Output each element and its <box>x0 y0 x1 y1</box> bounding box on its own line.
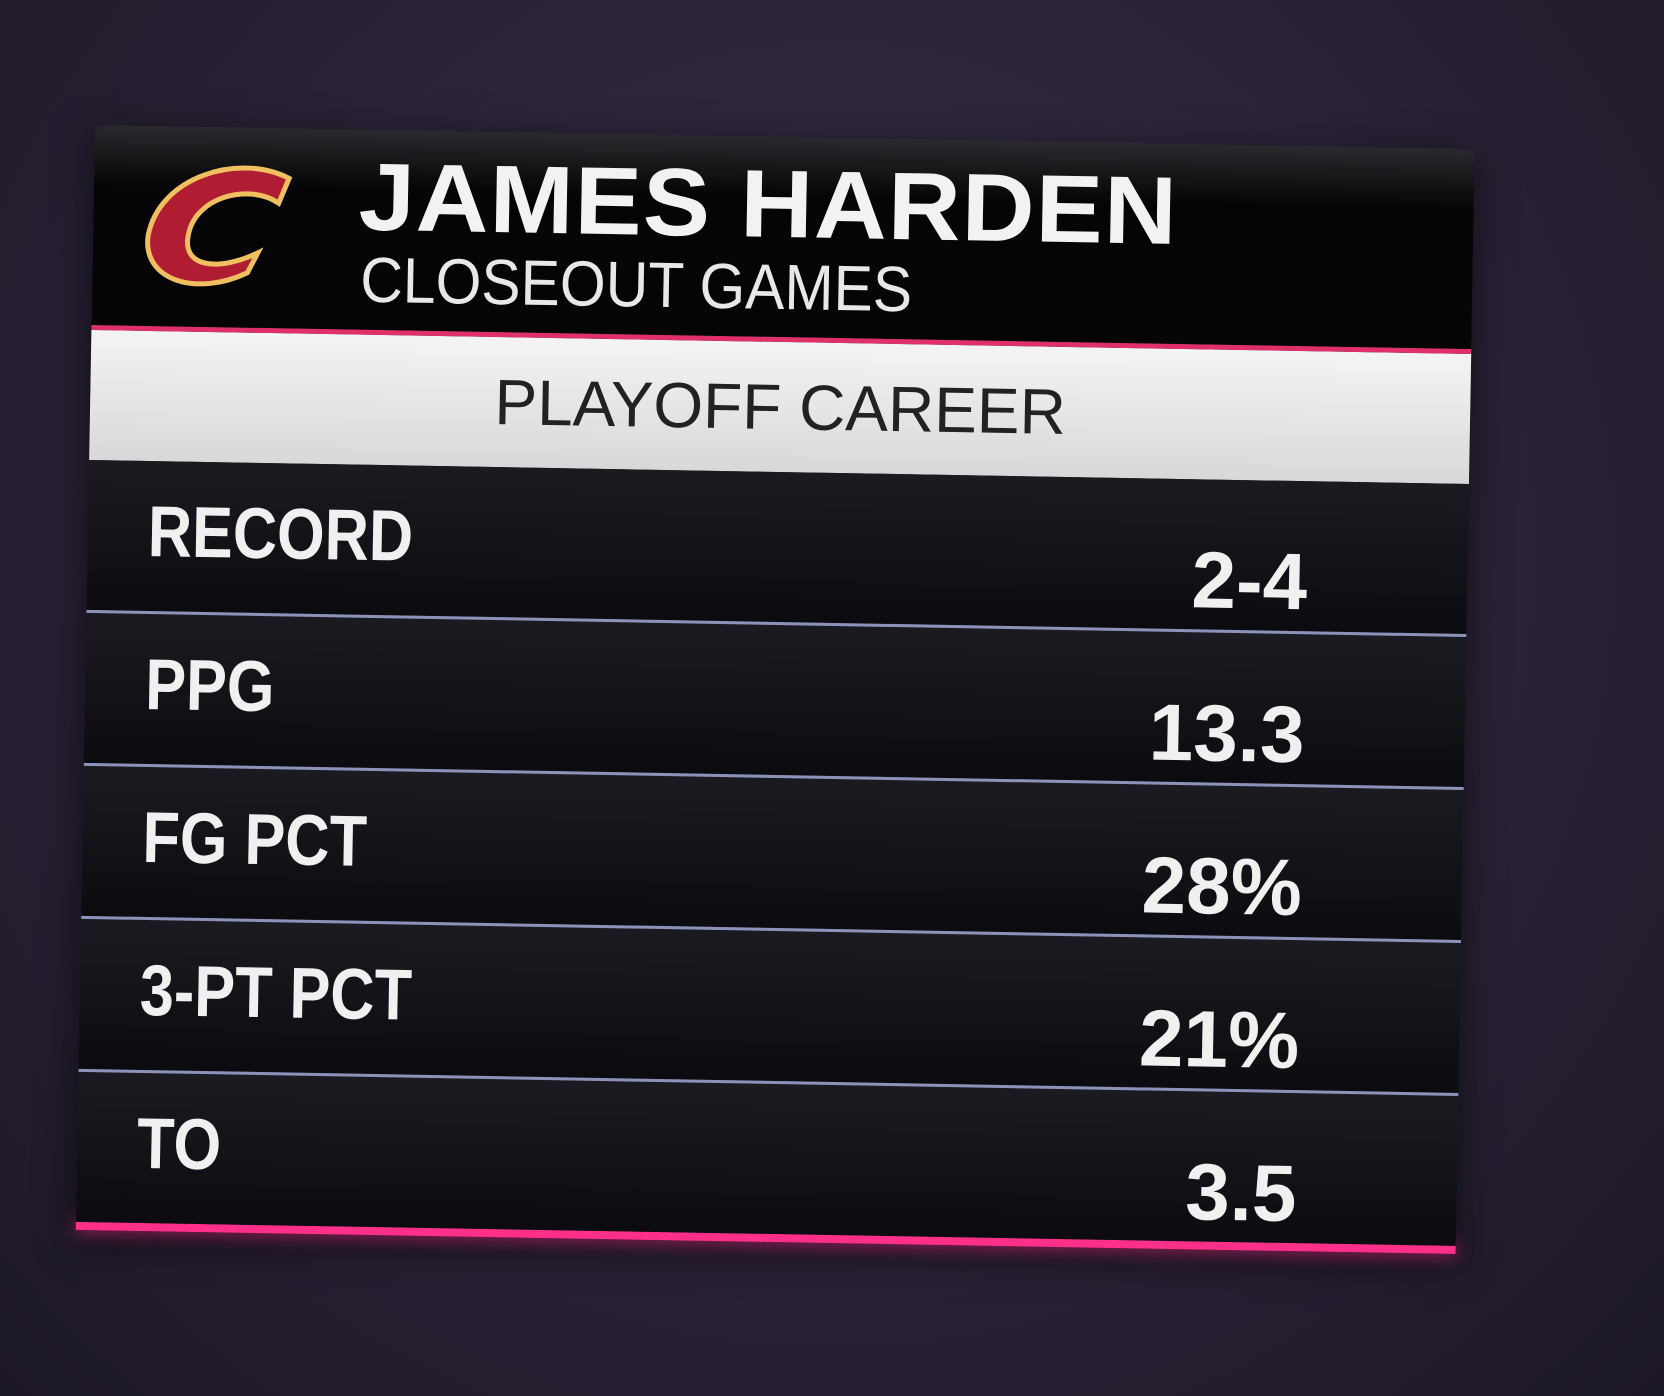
stat-label: PPG <box>144 644 276 728</box>
stat-label: TO <box>136 1103 222 1186</box>
stat-rows: RECORD 2-4 PPG 13.3 FG PCT 28% 3-PT PCT 21% TO 3.… <box>75 459 1469 1246</box>
subtitle: CLOSEOUT GAMES <box>359 243 913 326</box>
stat-label: FG PCT <box>141 797 368 882</box>
stat-panel: JAMES HARDEN CLOSEOUT GAMES PLAYOFF CARE… <box>75 125 1475 1254</box>
stat-value: 13.3 <box>1148 687 1306 780</box>
stat-row: 3-PT PCT 21% <box>78 915 1461 1093</box>
title: JAMES HARDEN <box>357 143 1179 265</box>
stat-value: 2-4 <box>1190 535 1308 627</box>
stat-value: 21% <box>1138 993 1300 1086</box>
stat-value: 28% <box>1140 840 1303 933</box>
stat-row: RECORD 2-4 <box>86 459 1469 635</box>
stat-row: FG PCT 28% <box>81 762 1464 940</box>
stat-row: TO 3.5 <box>75 1068 1459 1246</box>
stat-row: PPG 13.3 <box>83 609 1467 787</box>
header: JAMES HARDEN CLOSEOUT GAMES <box>91 125 1475 355</box>
stat-value: 3.5 <box>1184 1147 1298 1239</box>
section-bar: PLAYOFF CAREER <box>89 329 1472 485</box>
team-logo <box>145 165 293 287</box>
stat-label: 3-PT PCT <box>139 950 413 1036</box>
stat-label: RECORD <box>147 491 414 577</box>
